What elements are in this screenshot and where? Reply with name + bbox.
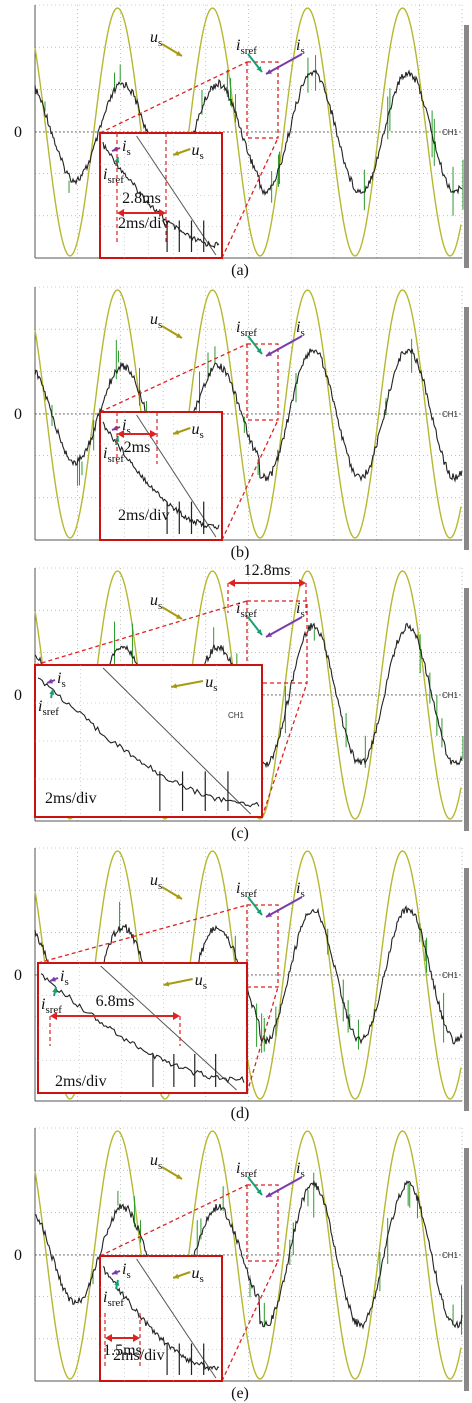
inset-us-label-base: u bbox=[192, 142, 200, 159]
inset-isref-label-sub: sref bbox=[107, 1297, 124, 1309]
us-label-sub: s bbox=[158, 880, 162, 892]
channel-label: CH1 bbox=[442, 971, 459, 980]
inset-isref-label-sub: sref bbox=[107, 174, 124, 186]
panel-caption: (b) bbox=[231, 544, 250, 561]
panel-caption: (e) bbox=[231, 1385, 249, 1402]
interval-label: 2.8ms bbox=[122, 190, 161, 207]
channel-label: CH1 bbox=[442, 691, 459, 700]
us-label-base: u bbox=[150, 592, 158, 609]
scope-edge bbox=[464, 307, 469, 550]
panel-caption: (a) bbox=[231, 262, 249, 279]
zero-label: 0 bbox=[14, 124, 22, 141]
panel-caption: (d) bbox=[231, 1105, 250, 1122]
inset-channel: CH1 bbox=[228, 711, 245, 720]
inset-scale: 2ms/div bbox=[55, 1073, 107, 1090]
inset-is-label-sub: s bbox=[64, 976, 68, 988]
inset-is-label-sub: s bbox=[126, 146, 130, 158]
isref-label: isref bbox=[236, 37, 257, 57]
us-label: us bbox=[150, 592, 162, 612]
figure: isusisref2ms/div2.8msusisrefis0CH1(a)isu… bbox=[0, 0, 472, 1403]
us-label-sub: s bbox=[158, 600, 162, 612]
us-label-base: u bbox=[150, 1152, 158, 1169]
interval-label: 6.8ms bbox=[96, 993, 135, 1010]
scope-edge bbox=[464, 1148, 469, 1391]
panel-caption: (c) bbox=[231, 825, 249, 842]
zoom-link bbox=[100, 62, 247, 133]
isref-label: isref bbox=[236, 319, 257, 339]
us-label-base: u bbox=[150, 311, 158, 328]
inset-us-label-sub: s bbox=[200, 150, 204, 162]
zero-label: 0 bbox=[14, 1247, 22, 1264]
pointer-arrow bbox=[266, 897, 302, 917]
inset-us-label-sub: s bbox=[200, 1273, 204, 1285]
us-label-sub: s bbox=[158, 319, 162, 331]
arrow-head bbox=[228, 579, 235, 587]
us-label-base: u bbox=[150, 29, 158, 46]
us-label: us bbox=[150, 1152, 162, 1172]
zero-label: 0 bbox=[14, 687, 22, 704]
inset-us-label-sub: s bbox=[203, 980, 207, 992]
interval-label: 1.5ms bbox=[103, 1342, 142, 1359]
channel-label: CH1 bbox=[442, 128, 459, 137]
inset-us-label-base: u bbox=[205, 674, 213, 691]
arrow-head bbox=[299, 579, 306, 587]
inset-us-label-sub: s bbox=[200, 429, 204, 441]
us-label-sub: s bbox=[158, 1160, 162, 1172]
pointer-arrow bbox=[266, 336, 302, 356]
us-label: us bbox=[150, 872, 162, 892]
scope-edge bbox=[464, 25, 469, 268]
pointer-arrow bbox=[266, 1177, 302, 1197]
scope-edge bbox=[464, 588, 469, 831]
zero-label: 0 bbox=[14, 406, 22, 423]
channel-label: CH1 bbox=[442, 1251, 459, 1260]
zoom-box bbox=[247, 1185, 278, 1261]
us-label: us bbox=[150, 311, 162, 331]
zoom-link bbox=[100, 344, 247, 412]
inset-isref-label-sub: sref bbox=[107, 453, 124, 465]
channel-label: CH1 bbox=[442, 410, 459, 419]
us-label: us bbox=[150, 29, 162, 49]
inset-us-label-base: u bbox=[192, 1265, 200, 1282]
pointer-arrow bbox=[266, 54, 302, 74]
inset-isref-label-sub: sref bbox=[42, 706, 59, 718]
inset-us-label-base: u bbox=[195, 972, 203, 989]
inset-is-label-sub: s bbox=[126, 425, 130, 437]
us-label-sub: s bbox=[158, 37, 162, 49]
zoom-link bbox=[262, 683, 307, 817]
zoom-link bbox=[100, 1185, 247, 1256]
inset-scale: 2ms/div bbox=[45, 790, 97, 807]
isref-label: isref bbox=[236, 1160, 257, 1180]
zoom-box bbox=[247, 62, 278, 138]
zoom-link bbox=[38, 905, 247, 963]
zero-label: 0 bbox=[14, 967, 22, 984]
zoom-box bbox=[247, 344, 278, 420]
inset-is-label-sub: s bbox=[126, 1269, 130, 1281]
inset-us-label-sub: s bbox=[213, 682, 217, 694]
interval-label: 12.8ms bbox=[244, 562, 291, 579]
isref-label: isref bbox=[236, 880, 257, 900]
inset-us-label-base: u bbox=[192, 421, 200, 438]
inset-scale: 2ms/div bbox=[118, 215, 170, 232]
scope-edge bbox=[464, 868, 469, 1111]
inset-scale: 2ms/div bbox=[118, 507, 170, 524]
zoom-link bbox=[222, 420, 278, 540]
us-label-base: u bbox=[150, 872, 158, 889]
inset-is-label-sub: s bbox=[61, 678, 65, 690]
zoom-link bbox=[35, 601, 247, 665]
pointer-arrow bbox=[266, 617, 302, 637]
interval-label: 2ms bbox=[124, 439, 151, 456]
